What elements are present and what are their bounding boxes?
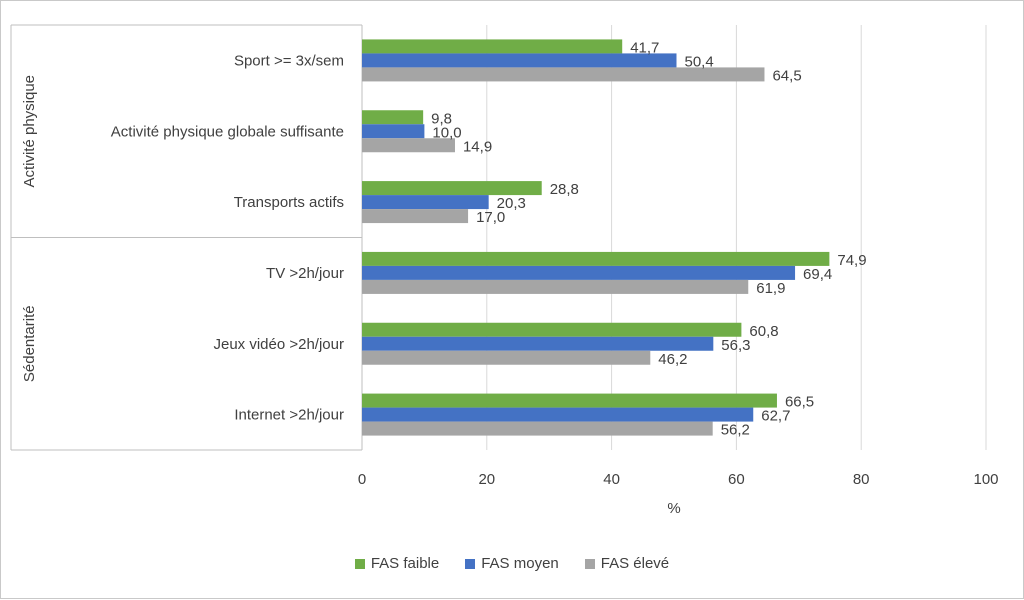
bar bbox=[362, 39, 623, 54]
data-label: 14,9 bbox=[463, 138, 492, 155]
bar bbox=[362, 350, 651, 365]
x-tick-label: 80 bbox=[853, 471, 870, 488]
data-label: 28,8 bbox=[550, 181, 579, 198]
bar bbox=[362, 181, 542, 196]
bar bbox=[362, 336, 714, 351]
group-labels: Activité physique Sédentarité bbox=[21, 75, 38, 382]
category-label: TV >2h/jour bbox=[266, 265, 344, 282]
bar bbox=[362, 251, 830, 266]
data-label: 69,4 bbox=[803, 266, 832, 283]
data-label: 56,2 bbox=[721, 422, 750, 439]
x-tick-label: 100 bbox=[973, 471, 998, 488]
category-label: Transports actifs bbox=[234, 194, 344, 211]
x-tick-label: 0 bbox=[358, 471, 366, 488]
legend-swatch bbox=[354, 558, 365, 569]
gridlines bbox=[361, 25, 987, 450]
legend-item: FAS élevé bbox=[584, 555, 670, 572]
bar bbox=[362, 110, 424, 125]
category-label: Sport >= 3x/sem bbox=[234, 52, 344, 69]
legend-label: FAS moyen bbox=[481, 555, 559, 572]
bar bbox=[362, 393, 777, 408]
legend-label: FAS faible bbox=[370, 555, 440, 572]
data-label: 66,5 bbox=[785, 394, 814, 411]
bar bbox=[362, 265, 796, 280]
value-labels: 41,7 50,4 64,5 9,810,014,9 28,8 20,317,0 74,9 6… bbox=[431, 39, 866, 438]
category-label: Activité physique globale suffisante bbox=[111, 123, 344, 140]
x-tick-label: 40 bbox=[603, 471, 620, 488]
bar bbox=[362, 209, 469, 224]
bar bbox=[362, 195, 489, 210]
legend-label: FAS élevé bbox=[600, 555, 670, 572]
data-label: 10,0 bbox=[432, 124, 461, 141]
x-axis-title: % bbox=[667, 500, 680, 517]
data-label: 64,5 bbox=[772, 67, 801, 84]
x-tick-label: 20 bbox=[478, 471, 495, 488]
data-label: 62,7 bbox=[761, 408, 790, 425]
bar bbox=[362, 124, 425, 139]
category-label: Internet >2h/jour bbox=[234, 407, 344, 424]
data-label: 56,3 bbox=[721, 337, 750, 354]
bar bbox=[362, 322, 742, 337]
category-label: Jeux vidéo >2h/jour bbox=[213, 336, 344, 353]
bar bbox=[362, 67, 765, 82]
legend-swatch bbox=[584, 558, 595, 569]
legend-swatch bbox=[465, 558, 476, 569]
x-tick-labels: 0 20 40 60 80 100 bbox=[358, 471, 999, 488]
data-label: 17,0 bbox=[476, 209, 505, 226]
legend-item: FAS faible bbox=[354, 555, 440, 572]
data-label: 46,2 bbox=[658, 351, 687, 368]
bar bbox=[362, 421, 713, 436]
data-label: 9,8 bbox=[431, 110, 452, 127]
group-separators bbox=[10, 24, 362, 451]
data-label: 50,4 bbox=[684, 53, 713, 70]
data-label: 20,3 bbox=[497, 195, 526, 212]
group-label: Sédentarité bbox=[21, 305, 38, 382]
bar bbox=[362, 279, 749, 294]
category-labels: Sport >= 3x/sem Activité physique globale… bbox=[111, 52, 344, 423]
bar bbox=[362, 53, 677, 68]
bar bbox=[362, 138, 455, 153]
x-tick-label: 60 bbox=[728, 471, 745, 488]
data-label: 41,7 bbox=[630, 39, 659, 56]
bar bbox=[362, 407, 754, 422]
bars bbox=[362, 39, 830, 436]
data-label: 74,9 bbox=[837, 252, 866, 269]
data-label: 61,9 bbox=[756, 280, 785, 297]
data-label: 60,8 bbox=[749, 323, 778, 340]
legend: FAS faible FAS moyen FAS élevé bbox=[0, 555, 1024, 572]
group-label: Activité physique bbox=[21, 75, 38, 188]
legend-item: FAS moyen bbox=[465, 555, 559, 572]
